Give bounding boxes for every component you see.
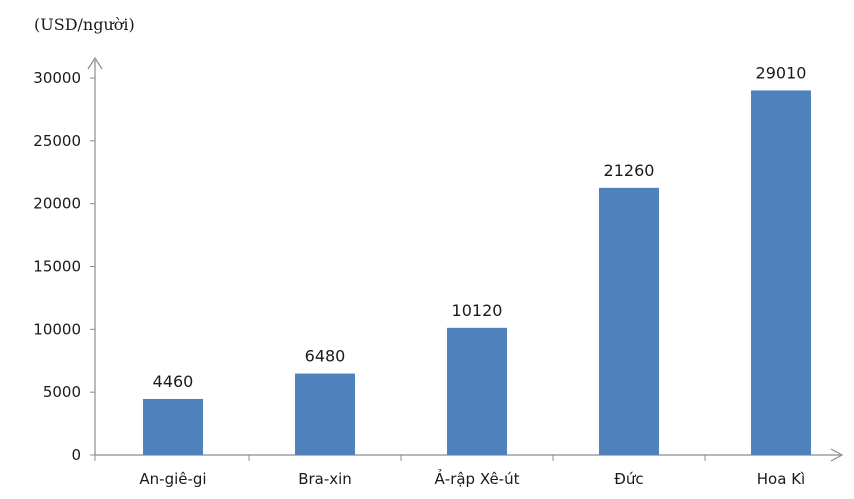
bar-value-label: 4460 <box>153 372 194 391</box>
bar-value-label: 29010 <box>756 63 807 82</box>
bar-value-label: 6480 <box>305 347 346 366</box>
bar <box>599 187 659 455</box>
bars: 4460 6480 10120 21260 29010 <box>143 63 811 455</box>
bar-value-label: 10120 <box>452 301 503 320</box>
y-axis: 0 5000 10000 15000 20000 25000 30000 <box>33 56 103 464</box>
y-tick-label: 15000 <box>33 258 81 276</box>
bar <box>447 327 507 455</box>
bar <box>295 373 355 455</box>
x-axis-arrow <box>830 448 844 462</box>
x-axis: An-giê-gi Bra-xin Ả-rập Xê-út Đức Hoa Kì <box>94 448 844 488</box>
y-tick-label: 20000 <box>33 195 81 213</box>
y-tick-label: 30000 <box>33 69 81 87</box>
x-tick-label: Đức <box>614 470 643 488</box>
x-tick-label: Bra-xin <box>298 470 352 488</box>
y-tick-label: 5000 <box>43 383 81 401</box>
y-tick-label: 0 <box>71 446 81 464</box>
x-tick-label: An-giê-gi <box>139 470 206 488</box>
bar <box>751 90 811 455</box>
y-axis-unit-label: (USD/người) <box>34 15 135 34</box>
x-tick-label: Hoa Kì <box>757 470 805 488</box>
y-tick-label: 25000 <box>33 132 81 150</box>
y-tick-label: 10000 <box>33 320 81 338</box>
bar <box>143 398 203 455</box>
y-axis-arrow <box>87 56 103 70</box>
x-tick-label: Ả-rập Xê-út <box>435 468 520 488</box>
bar-value-label: 21260 <box>604 161 655 180</box>
